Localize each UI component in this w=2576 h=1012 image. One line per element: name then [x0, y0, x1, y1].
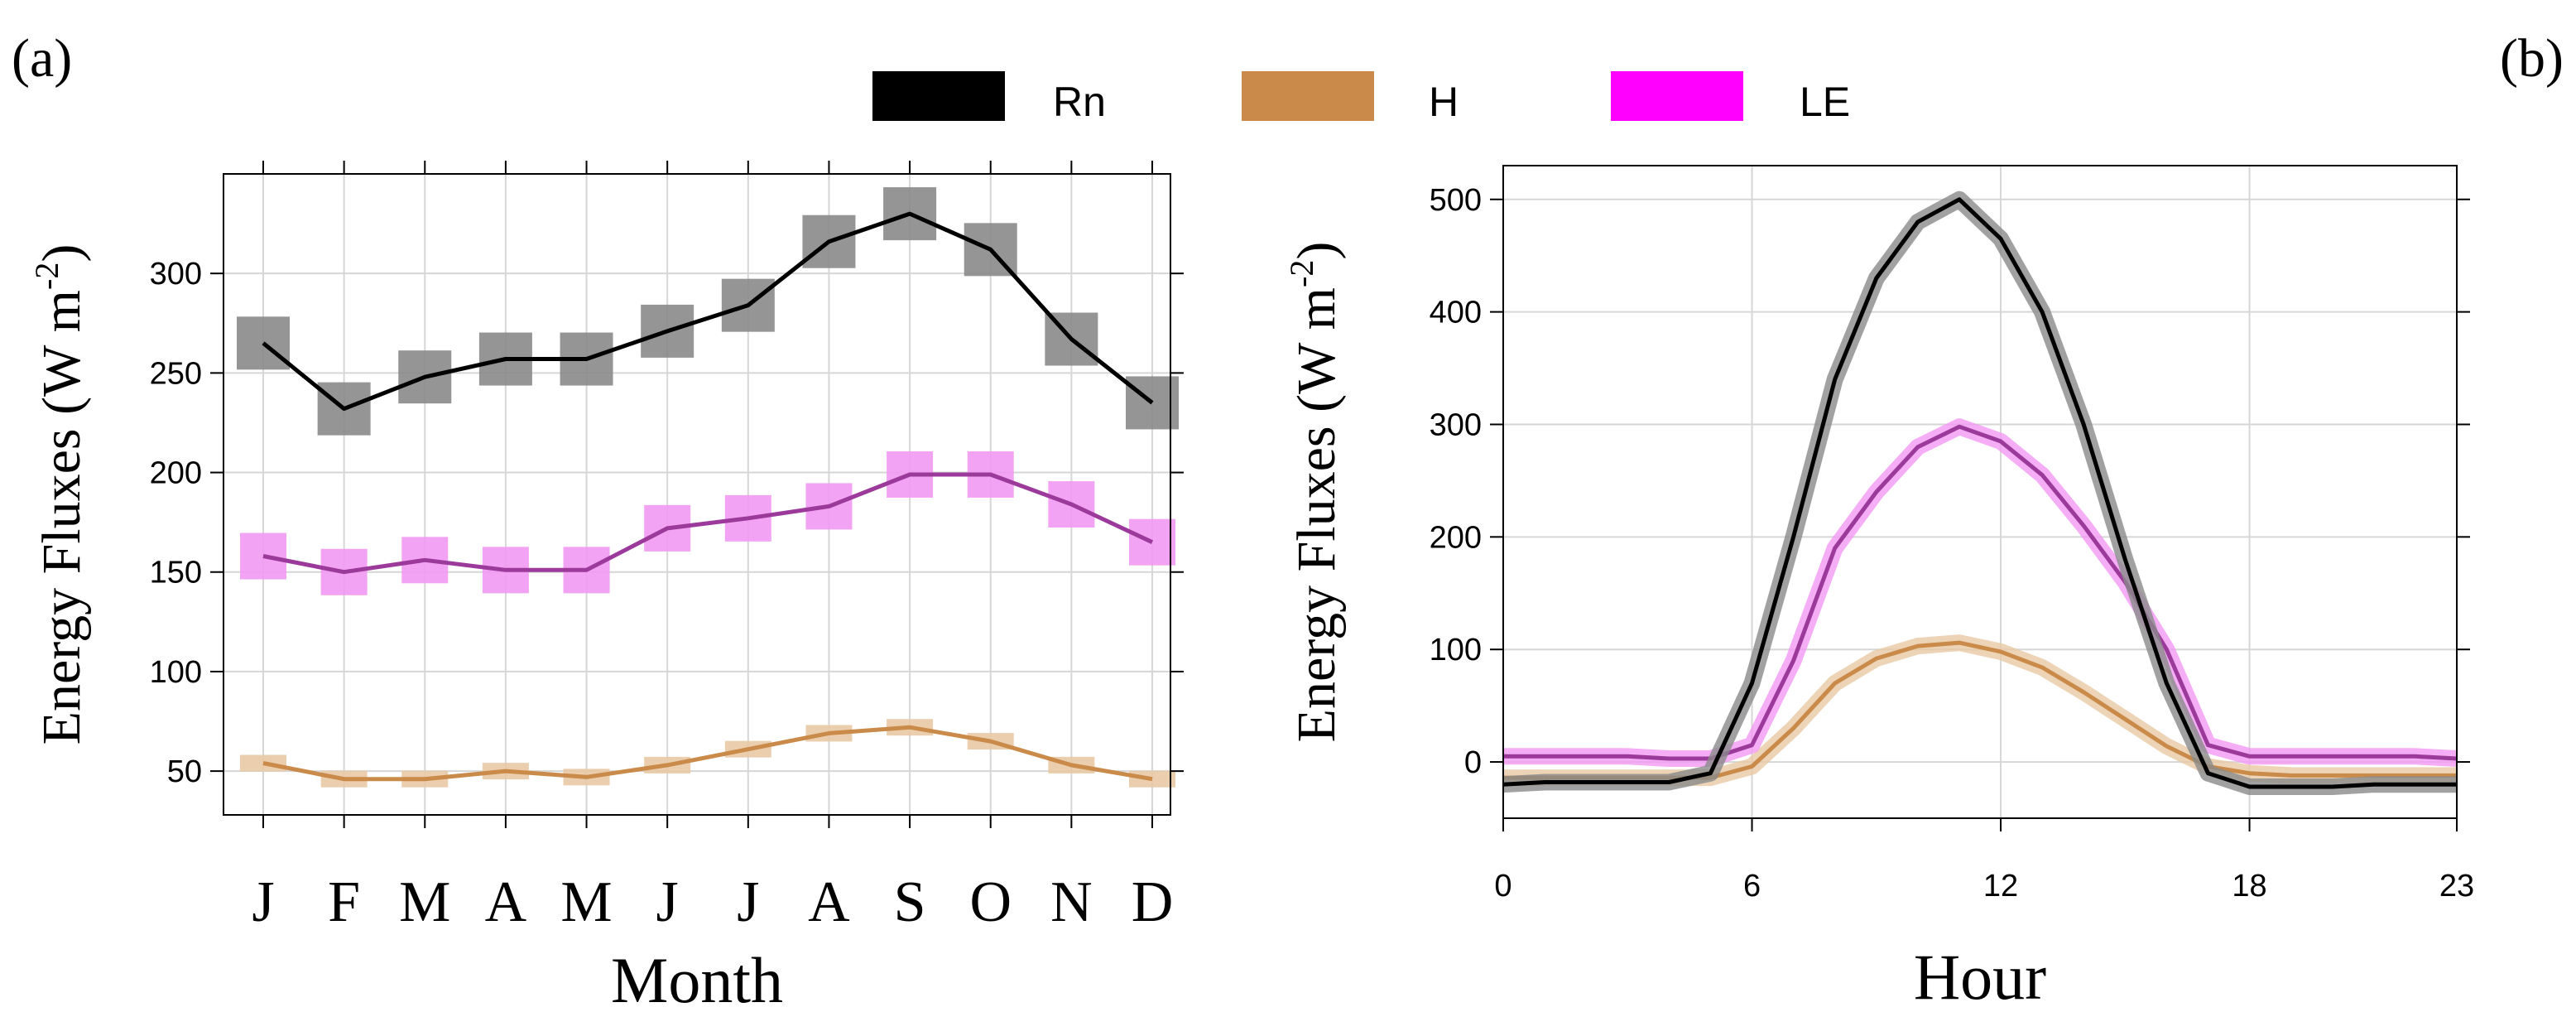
legend-swatch-h [1242, 71, 1374, 121]
legend-label-rn: Rn [1053, 79, 1106, 125]
panel-b-xtick-label: 0 [1494, 869, 1511, 904]
panel-b-series [1502, 190, 2458, 795]
panel-b-xlabel: Hour [1914, 941, 2046, 1012]
panel-a-ylabel-main: Energy Fluxes (W m [31, 290, 92, 745]
panel-a-ylabel-close: ) [31, 244, 92, 263]
legend-swatch-le [1611, 71, 1743, 121]
panel-b-ylabel-close: ) [1286, 242, 1347, 260]
panel-a-xtick-label: S [894, 870, 926, 934]
panel-b-ytick-label: 400 [1430, 296, 1482, 330]
panel-a-ytick-label: 300 [150, 257, 202, 292]
panel-a-label: (a) [12, 28, 72, 89]
panel-b-xtick-label: 6 [1743, 869, 1761, 904]
panel-a-grid [223, 174, 1170, 815]
panel-a-xtick-label: N [1050, 870, 1093, 934]
panel-b-ylabel-sup: -2 [1283, 260, 1320, 287]
panel-b-ytick-label: 100 [1430, 633, 1482, 667]
legend-label-h: H [1429, 79, 1459, 125]
panel-a-xtick-label: O [969, 870, 1012, 934]
legend: Rn H LE [872, 71, 1850, 125]
panel-b-ylabel: Energy Fluxes (W m-2) [1283, 242, 1347, 743]
panel-b-ytick-label: 300 [1430, 407, 1482, 442]
panel-a-xtick-label: M [399, 870, 450, 934]
panel-a-series [237, 187, 1179, 788]
panel-a-xtick-label: J [252, 870, 274, 934]
panel-a-band-h [1129, 770, 1175, 788]
panel-b-ylabel-main: Energy Fluxes (W m [1286, 287, 1347, 742]
panel-b-ytick-label: 200 [1430, 520, 1482, 555]
panel-b-xtick-label: 12 [1983, 869, 2018, 904]
panel-b-frame [1502, 165, 2458, 819]
panel-a-ylabel-sup: -2 [28, 263, 65, 290]
panel-b-band-rn [1502, 190, 2457, 795]
panel-a-line-h [262, 725, 1153, 782]
panel-a-ylabel: Energy Fluxes (W m-2) [28, 244, 92, 745]
panel-a-xtick-label: A [485, 870, 527, 934]
panel-a-xtick-label: J [737, 870, 759, 934]
panel-b-line-rn [1502, 197, 2457, 789]
panel-a-ytick-label: 100 [150, 655, 202, 690]
panel-b-label: (b) [2500, 28, 2564, 89]
panel-a-ytick-label: 50 [167, 754, 202, 789]
panel-a-line-rn [262, 211, 1154, 412]
panel-a-xtick-label: J [656, 870, 679, 934]
panel-a-ytick-label: 200 [150, 456, 202, 491]
panel-a-ytick-label: 150 [150, 556, 202, 590]
panel-b-xtick-label: 18 [2232, 869, 2266, 904]
panel-b-ytick-label: 500 [1430, 183, 1482, 218]
panel-b-band-le [1503, 418, 2458, 767]
panel-a-xtick-label: F [328, 870, 360, 934]
panel-b-grid [1502, 166, 2458, 818]
panel-b-chart: 0 6 12 18 23 0 100 200 300 400 500 Hour Energy Flu… [1283, 165, 2475, 1012]
legend-label-le: LE [1800, 79, 1850, 125]
panel-a-line-le [262, 472, 1154, 575]
panel-a-xtick-label: D [1132, 870, 1174, 934]
panel-b-xtick-label: 23 [2439, 869, 2474, 904]
panel-b-line-le [1503, 424, 2458, 761]
panel-b-ytick-label: 0 [1464, 745, 1482, 780]
panel-a-frame [223, 173, 1171, 816]
panel-a-xlabel: Month [611, 944, 783, 1012]
legend-swatch-rn [872, 71, 1005, 121]
panel-a-xtick-label: M [560, 870, 612, 934]
panel-a-ytick-label: 250 [150, 356, 202, 391]
panel-a-xtick-label: A [808, 870, 850, 934]
panel-b-ticks: 0 6 12 18 23 0 100 200 300 400 500 [1430, 183, 2475, 904]
